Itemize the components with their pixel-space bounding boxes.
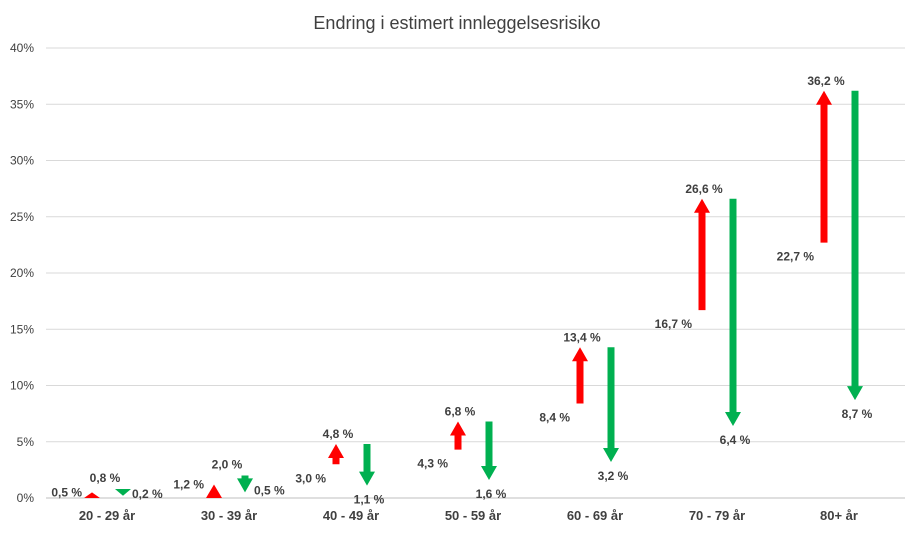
decrease-arrow [481, 421, 497, 480]
data-label: 0,8 % [90, 471, 121, 485]
y-tick-label: 30% [10, 154, 34, 168]
y-tick-label: 5% [17, 435, 35, 449]
y-tick-label: 25% [10, 210, 34, 224]
data-label: 0,2 % [132, 487, 163, 501]
x-tick-label: 30 - 39 år [201, 508, 257, 523]
data-label: 4,8 % [323, 427, 354, 441]
data-label: 0,5 % [254, 483, 285, 497]
increase-arrow [328, 444, 344, 465]
data-label-layer: 0,5 % 1,2 % 3,0 % 4,8 % 4,3 % 6,8 % 8,4 % 13,4 … [51, 74, 872, 507]
x-tick-label: 70 - 79 år [689, 508, 745, 523]
y-tick-label: 35% [10, 97, 34, 111]
y-tick-label: 20% [10, 266, 34, 280]
data-label: 6,8 % [445, 405, 476, 419]
increase-arrow [816, 90, 832, 243]
data-label: 6,4 % [720, 433, 751, 447]
arrow-layer [84, 90, 863, 498]
decrease-arrow [725, 198, 741, 426]
data-label: 1,1 % [354, 493, 385, 507]
y-tick-label: 15% [10, 322, 34, 336]
data-label: 1,2 % [173, 478, 204, 492]
data-label: 2,0 % [212, 458, 243, 472]
x-tick-label: 50 - 59 år [445, 508, 501, 523]
increase-arrow [450, 421, 466, 450]
increase-arrow [206, 484, 222, 498]
data-label: 8,7 % [842, 407, 873, 421]
y-tick-label: 10% [10, 379, 34, 393]
data-label: 4,3 % [417, 457, 448, 471]
increase-arrow [694, 198, 710, 311]
x-tick-label: 80+ år [820, 508, 858, 523]
data-label: 16,7 % [655, 317, 693, 331]
x-tick-label: 60 - 69 år [567, 508, 623, 523]
data-label: 1,6 % [476, 487, 507, 501]
data-label: 26,6 % [685, 182, 723, 196]
x-tick-label: 40 - 49 år [323, 508, 379, 523]
decrease-arrow [847, 90, 863, 401]
data-label: 3,0 % [295, 471, 326, 485]
increase-arrow [84, 492, 100, 498]
y-tick-label: 0% [17, 491, 35, 505]
decrease-arrow [115, 489, 131, 496]
chart-title: Endring i estimert innleggelsesrisiko [313, 13, 600, 33]
x-tick-label: 20 - 29 år [79, 508, 135, 523]
decrease-arrow [603, 347, 619, 462]
y-tick-label: 40% [10, 41, 34, 55]
x-axis: 20 - 29 år 30 - 39 år 40 - 49 år 50 - 59 år… [79, 508, 858, 523]
data-label: 0,5 % [51, 485, 82, 499]
decrease-arrow [359, 444, 375, 486]
data-label: 22,7 % [777, 250, 815, 264]
increase-arrow [572, 347, 588, 404]
grid-layer [46, 47, 905, 499]
data-label: 8,4 % [539, 411, 570, 425]
y-axis: 0% 5% 10% 15% 20% 25% 30% 35% 40% [10, 41, 34, 505]
decrease-arrow [237, 475, 253, 493]
data-label: 13,4 % [563, 330, 601, 344]
data-label: 36,2 % [807, 74, 845, 88]
data-label: 3,2 % [598, 469, 629, 483]
